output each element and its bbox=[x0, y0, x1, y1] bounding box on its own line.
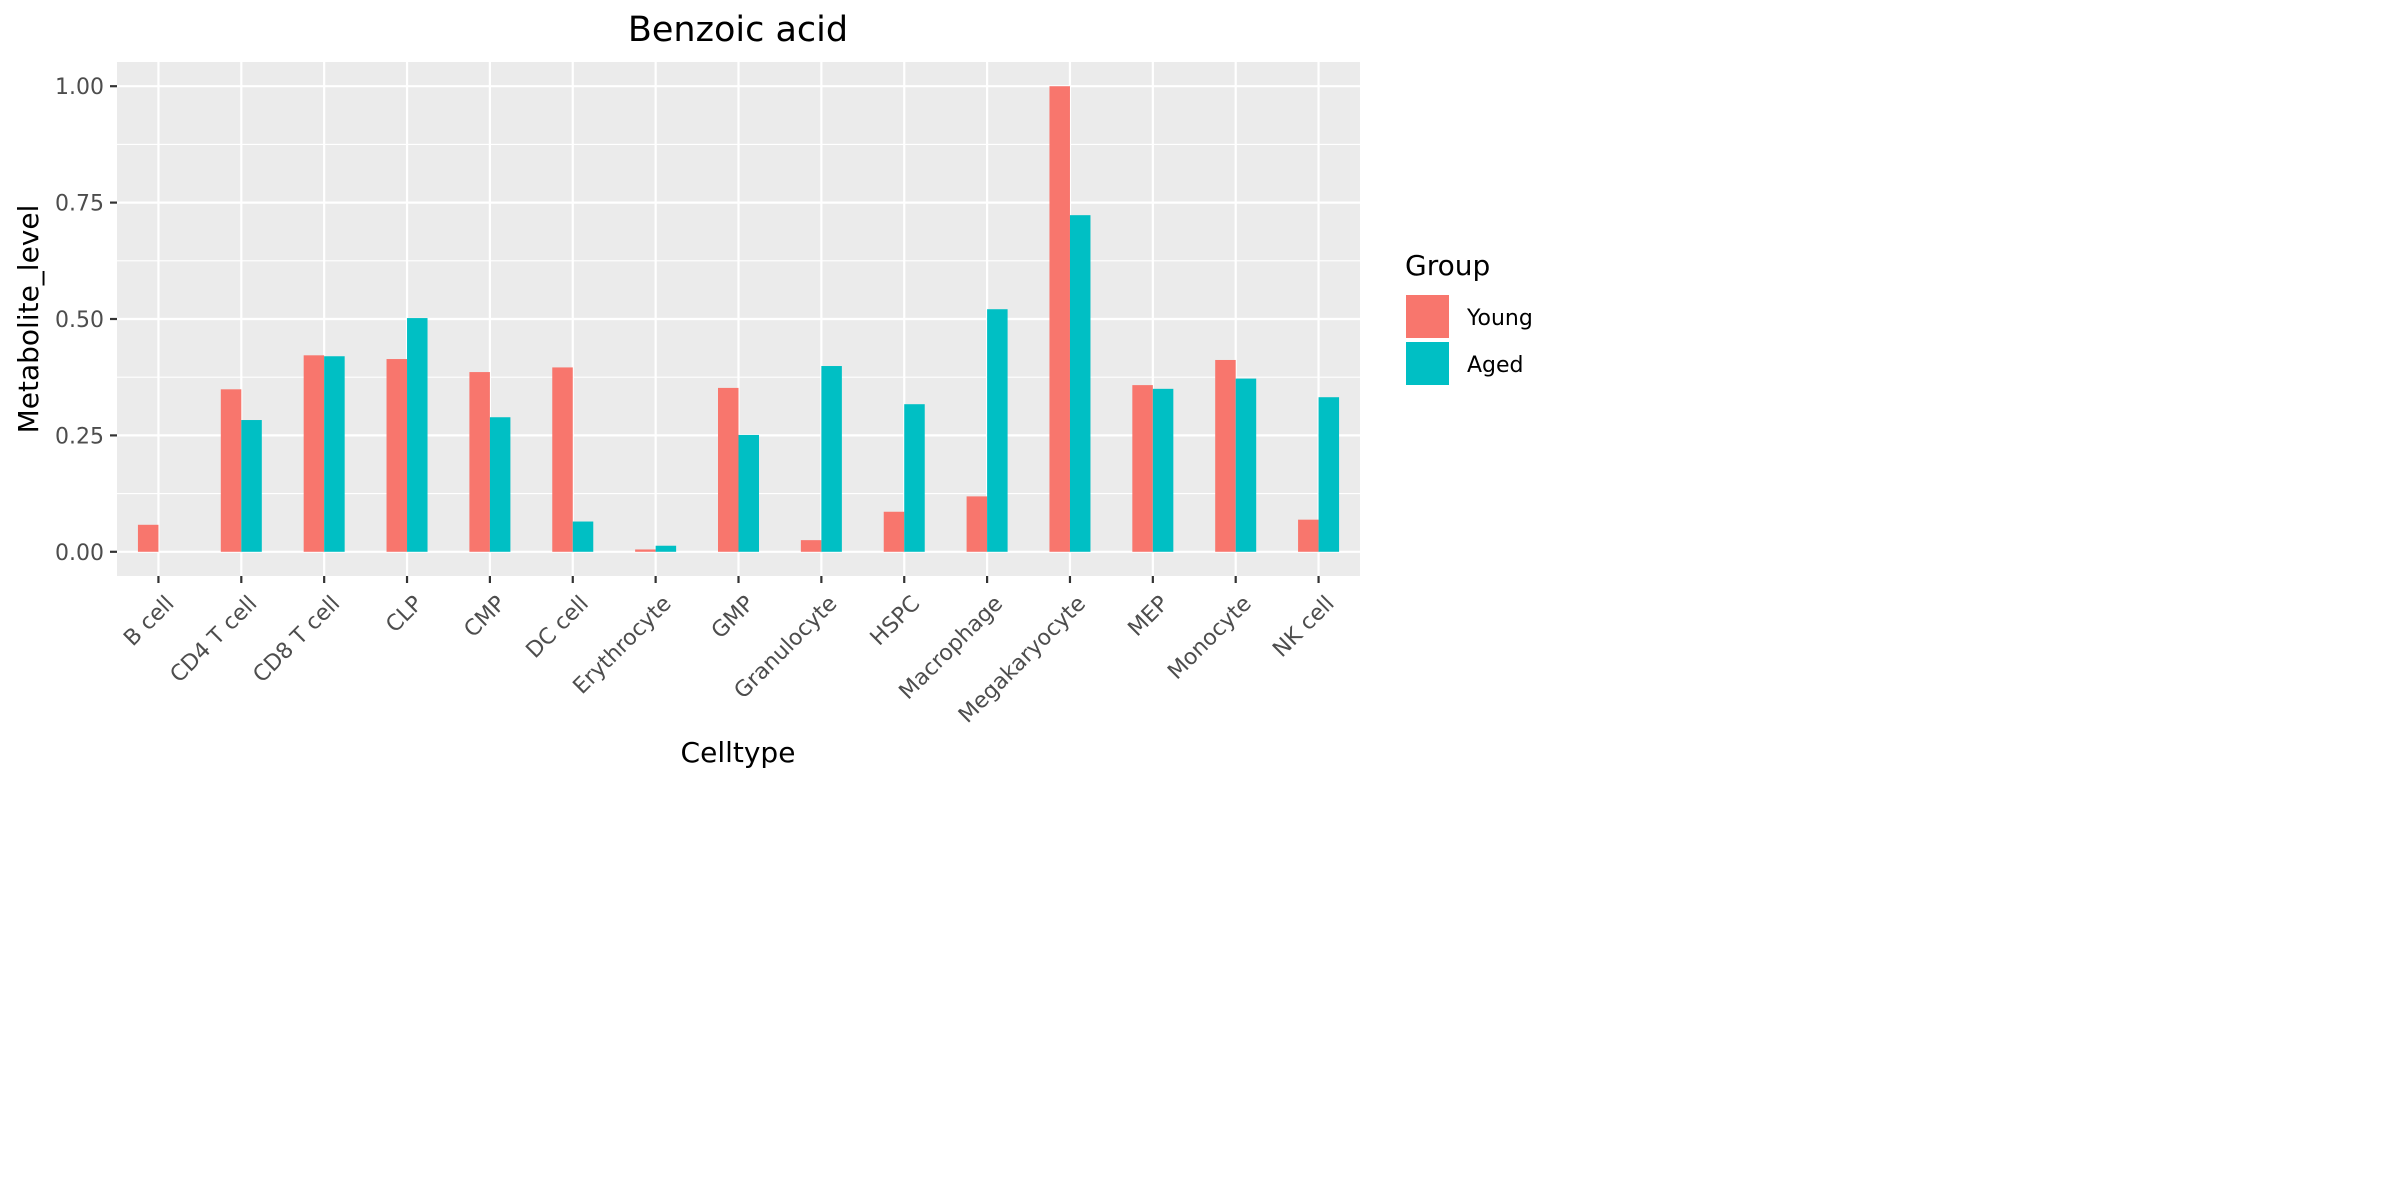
bar-young bbox=[1049, 86, 1070, 552]
bar-aged bbox=[324, 356, 345, 552]
bar-young bbox=[883, 511, 905, 552]
bar-young bbox=[800, 540, 822, 552]
bar-aged bbox=[904, 404, 925, 552]
bar-aged bbox=[489, 417, 511, 552]
legend-label-aged: Aged bbox=[1467, 353, 1524, 378]
bar-young bbox=[137, 524, 159, 552]
bar-young bbox=[303, 355, 325, 552]
bar-young bbox=[1215, 359, 1236, 552]
y-tick-label: 0.50 bbox=[55, 308, 104, 333]
bar-young bbox=[552, 367, 573, 552]
bar-young bbox=[718, 387, 739, 552]
legend-key-aged bbox=[1406, 342, 1449, 385]
bar-aged bbox=[987, 309, 1008, 552]
x-tick-label: DC cell bbox=[522, 591, 594, 663]
x-tick-label: NK cell bbox=[1268, 591, 1339, 662]
legend: Group Young Aged bbox=[1405, 249, 1533, 385]
bars bbox=[137, 86, 1340, 552]
x-tick-label: CD8 T cell bbox=[249, 591, 346, 688]
bar-young bbox=[1132, 385, 1153, 552]
bar-aged bbox=[1152, 388, 1174, 552]
bar-aged bbox=[407, 318, 428, 552]
x-tick-label: CD4 T cell bbox=[166, 591, 263, 688]
bar-aged bbox=[1318, 397, 1340, 552]
bar-aged bbox=[241, 420, 262, 552]
x-tick-label: CLP bbox=[381, 591, 428, 638]
y-tick-label: 1.00 bbox=[55, 75, 104, 100]
x-tick-label: B cell bbox=[119, 591, 179, 651]
bar-aged bbox=[1235, 378, 1257, 552]
bar-young bbox=[966, 496, 988, 552]
x-axis-title: Celltype bbox=[681, 736, 796, 769]
x-tick-label: MEP bbox=[1124, 591, 1174, 641]
y-tick-label: 0.00 bbox=[55, 541, 104, 566]
y-axis: 0.00 0.25 0.50 0.75 1.00 bbox=[55, 75, 117, 566]
x-tick-label: Monocyte bbox=[1163, 591, 1256, 684]
bar-young bbox=[220, 389, 242, 552]
y-axis-title: Metabolite_level bbox=[12, 205, 45, 434]
legend-label-young: Young bbox=[1466, 306, 1533, 331]
bar-aged bbox=[1069, 215, 1091, 552]
y-tick-label: 0.25 bbox=[55, 424, 104, 449]
bar-young bbox=[386, 359, 408, 552]
bar-aged bbox=[738, 434, 759, 552]
bar-young bbox=[1298, 519, 1319, 552]
bar-aged bbox=[655, 545, 677, 552]
x-tick-label: CMP bbox=[460, 591, 511, 642]
chart-title: Benzoic acid bbox=[628, 10, 848, 50]
bar-young bbox=[469, 372, 490, 552]
legend-key-young bbox=[1406, 295, 1449, 338]
x-tick-label: HSPC bbox=[866, 591, 925, 650]
legend-title: Group bbox=[1405, 249, 1490, 282]
x-tick-label: GMP bbox=[707, 591, 760, 644]
bar-young bbox=[635, 549, 656, 552]
bar-aged bbox=[572, 521, 594, 552]
y-tick-label: 0.75 bbox=[55, 192, 104, 217]
bar-aged bbox=[821, 366, 842, 552]
